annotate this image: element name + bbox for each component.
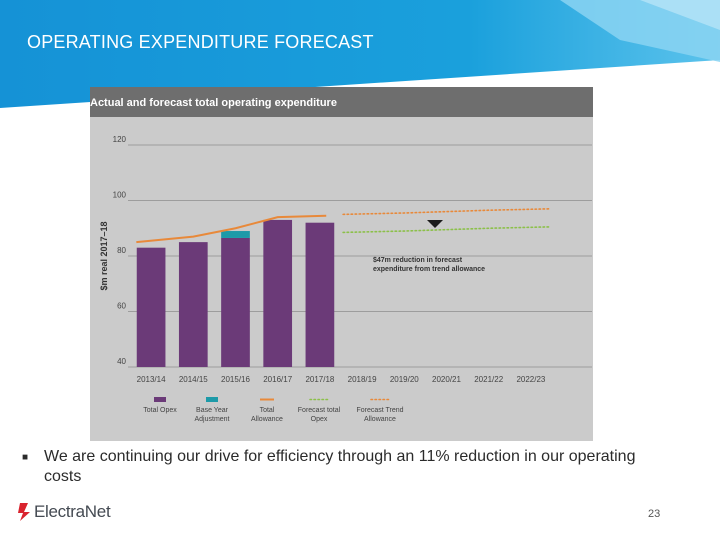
series-total-allowance xyxy=(136,214,327,244)
header-light-shape xyxy=(560,0,720,62)
slide-title: OPERATING EXPENDITURE FORECAST xyxy=(27,32,374,52)
y-tick-label-60: 60 xyxy=(117,302,126,311)
x-tick-label-2014/15: 2014/15 xyxy=(179,375,208,384)
legend-total-opex-swatch xyxy=(154,397,166,402)
y-tick-label-120: 120 xyxy=(113,135,127,144)
opex-chart: Actual and forecast total operating expe… xyxy=(90,87,593,441)
chart-title: Actual and forecast total operating expe… xyxy=(90,97,337,109)
x-tick-label-2021/22: 2021/22 xyxy=(474,375,503,384)
bullet-point: ■ We are continuing our drive for effici… xyxy=(22,447,662,487)
x-tick-label-2022/23: 2022/23 xyxy=(516,375,545,384)
annotation-line-1: $47m reduction in forecast xyxy=(373,257,463,264)
x-tick-label-2018/19: 2018/19 xyxy=(348,375,377,384)
y-axis-label: $m real 2017–18 xyxy=(99,221,109,290)
bar-total-opex-2013/14 xyxy=(136,247,166,367)
legend-forecast-trend-allowance-label-2: Allowance xyxy=(364,416,396,423)
page-number: 23 xyxy=(648,508,661,520)
legend-base-year-adjustment-swatch xyxy=(206,397,218,402)
x-tick-label-2013/14: 2013/14 xyxy=(137,375,166,384)
legend-forecast-total-opex-label-2: Opex xyxy=(311,416,328,423)
electranet-logo: ElectraNet xyxy=(18,500,111,524)
legend-base-year-adjustment-label-1: Base Year xyxy=(196,407,229,414)
x-tick-label-2015/16: 2015/16 xyxy=(221,375,250,384)
x-tick-label-2016/17: 2016/17 xyxy=(263,375,292,384)
legend-total-allowance-label-2: Allowance xyxy=(251,416,283,423)
x-tick-label-2017/18: 2017/18 xyxy=(305,375,334,384)
bullet-text: We are continuing our drive for efficien… xyxy=(44,448,636,485)
series-forecast-total-opex xyxy=(342,226,551,234)
header-blue-shape xyxy=(0,0,720,108)
lines-layer xyxy=(136,208,551,244)
legend-total-opex-label-1: Total Opex xyxy=(143,407,177,414)
y-tick-label-40: 40 xyxy=(117,357,126,366)
annotation-line-2: expenditure from trend allowance xyxy=(373,266,485,273)
header-highlight-shape xyxy=(640,0,720,30)
y-tick-label-80: 80 xyxy=(117,246,126,255)
bar-total-opex-2014/15 xyxy=(178,242,208,367)
bar-total-opex-2017/18 xyxy=(305,222,335,367)
legend-forecast-total-opex-label-1: Forecast total xyxy=(298,407,341,414)
reduction-marker-icon xyxy=(427,220,443,228)
chart-background xyxy=(90,87,593,441)
bar-base-year-adjustment-2015/16 xyxy=(221,231,250,238)
legend-forecast-trend-allowance-label-1: Forecast Trend xyxy=(356,407,403,414)
bar-total-opex-2015/16 xyxy=(221,237,250,367)
header-banner xyxy=(0,0,720,108)
chart-legend: Total Opex Base Year Adjustment Total Allowa… xyxy=(143,397,404,423)
bars-layer xyxy=(136,219,335,367)
legend-total-allowance-label-1: Total xyxy=(260,407,275,414)
logo-text: ElectraNet xyxy=(34,502,111,521)
series-forecast-trend-allowance xyxy=(342,208,551,216)
x-tick-label-2020/21: 2020/21 xyxy=(432,375,461,384)
logo-mark-icon xyxy=(18,503,30,521)
bullet-square-icon: ■ xyxy=(22,452,29,463)
chart-header-band xyxy=(90,87,593,117)
y-tick-label-100: 100 xyxy=(113,191,127,200)
chart-svg: Actual and forecast total operating expe… xyxy=(90,87,593,441)
x-tick-labels: 2013/14 2014/15 2015/16 2016/17 2017/18 2018/… xyxy=(137,375,546,384)
legend-base-year-adjustment-label-2: Adjustment xyxy=(194,416,229,423)
bar-total-opex-2016/17 xyxy=(263,219,293,367)
x-tick-label-2019/20: 2019/20 xyxy=(390,375,419,384)
